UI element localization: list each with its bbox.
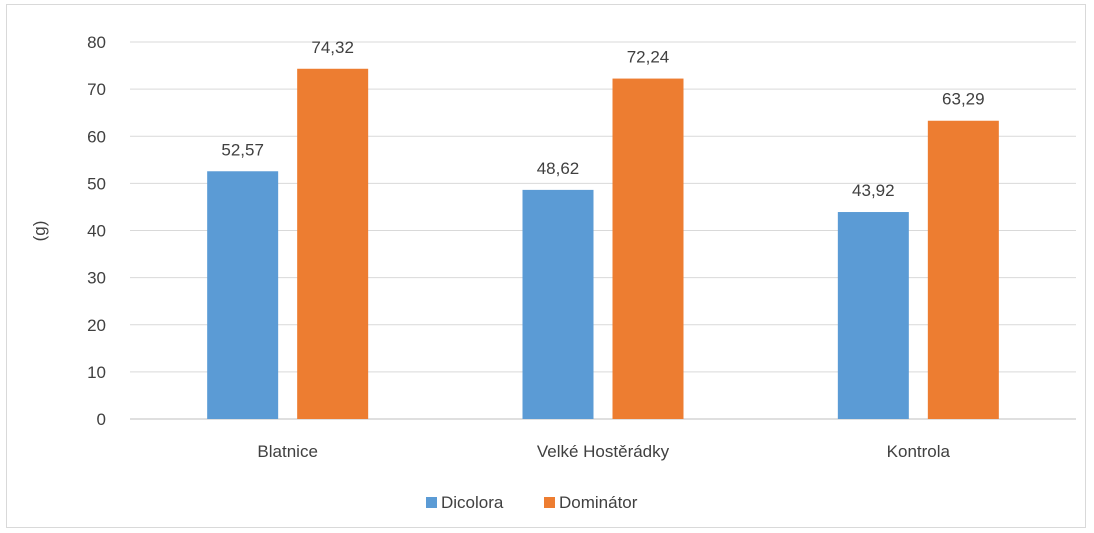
- bar-domin-tor: [927, 120, 999, 419]
- bar-dicolora: [207, 171, 279, 419]
- x-tick-labels: Blatnice Velké Hostěrádky Kontrola: [257, 442, 950, 461]
- y-tick-label: 20: [87, 316, 106, 335]
- bar-dicolora: [522, 189, 594, 419]
- data-label: 74,32: [311, 38, 354, 57]
- legend-swatch: [544, 497, 555, 508]
- y-tick-labels: 0 10 20 30 40 50 60 70 80: [87, 33, 106, 429]
- x-tick-label: Velké Hostěrádky: [537, 442, 670, 461]
- data-label: 72,24: [627, 48, 670, 67]
- data-label: 43,92: [852, 181, 895, 200]
- bars: [207, 68, 999, 419]
- x-tick-label: Kontrola: [887, 442, 951, 461]
- y-tick-label: 30: [87, 269, 106, 288]
- y-tick-label: 50: [87, 174, 106, 193]
- y-tick-label: 70: [87, 80, 106, 99]
- y-tick-label: 80: [87, 33, 106, 52]
- x-tick-label: Blatnice: [257, 442, 317, 461]
- bar-domin-tor: [612, 78, 684, 419]
- bar-dicolora: [837, 212, 909, 419]
- y-tick-label: 0: [97, 410, 106, 429]
- legend: Dicolora Dominátor: [426, 493, 638, 512]
- y-axis-label: (g): [30, 221, 49, 242]
- y-tick-label: 40: [87, 222, 106, 241]
- data-label: 52,57: [221, 140, 264, 159]
- legend-label: Dicolora: [441, 493, 504, 512]
- legend-swatch: [426, 497, 437, 508]
- bar-domin-tor: [297, 68, 369, 419]
- data-label: 63,29: [942, 90, 985, 109]
- legend-label: Dominátor: [559, 493, 638, 512]
- data-label: 48,62: [537, 159, 580, 178]
- y-tick-label: 60: [87, 127, 106, 146]
- y-tick-label: 10: [87, 363, 106, 382]
- data-labels: 52,57 74,32 48,62 72,24 43,92 63,29: [221, 38, 984, 200]
- gridlines: [130, 41, 1076, 420]
